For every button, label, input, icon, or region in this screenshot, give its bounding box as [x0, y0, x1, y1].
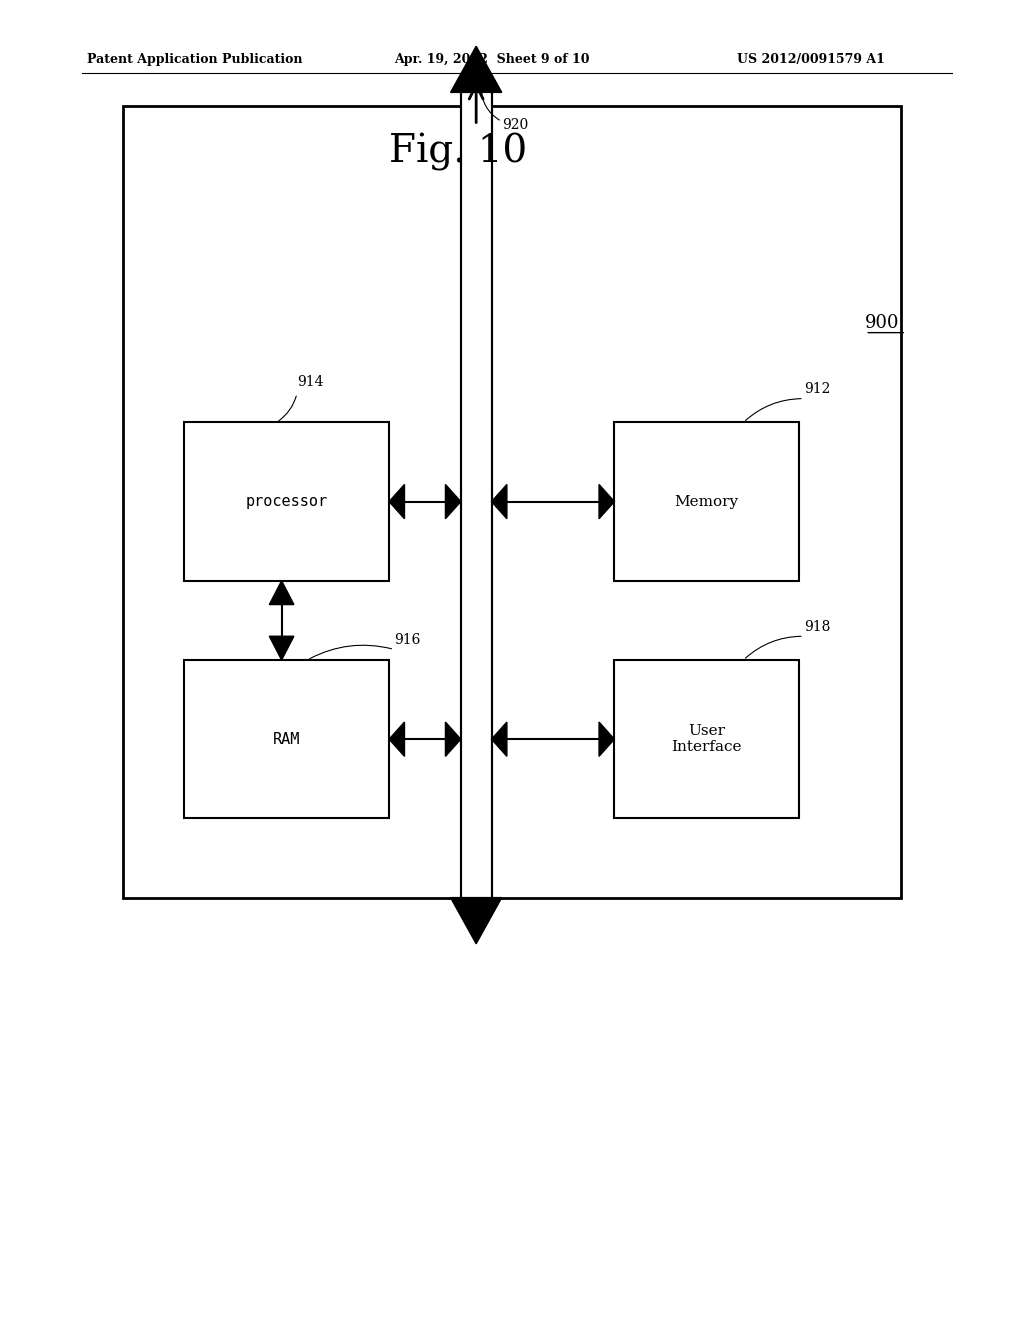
Text: User
Interface: User Interface [672, 725, 741, 754]
Polygon shape [599, 484, 614, 519]
Polygon shape [269, 581, 294, 605]
FancyBboxPatch shape [463, 92, 489, 898]
Polygon shape [269, 636, 294, 660]
FancyBboxPatch shape [614, 422, 799, 581]
Text: Fig. 10: Fig. 10 [389, 133, 527, 170]
Text: 916: 916 [394, 632, 421, 647]
FancyBboxPatch shape [461, 92, 492, 898]
Text: 912: 912 [804, 381, 830, 396]
Polygon shape [599, 722, 614, 756]
Polygon shape [492, 484, 507, 519]
FancyBboxPatch shape [123, 106, 901, 898]
Polygon shape [451, 46, 502, 92]
Text: Memory: Memory [675, 495, 738, 508]
Text: 900: 900 [865, 314, 900, 333]
Text: 920: 920 [502, 117, 528, 132]
Polygon shape [445, 722, 461, 756]
Text: 914: 914 [297, 375, 324, 389]
Polygon shape [445, 484, 461, 519]
Text: Patent Application Publication: Patent Application Publication [87, 53, 302, 66]
Text: US 2012/0091579 A1: US 2012/0091579 A1 [737, 53, 885, 66]
Text: processor: processor [246, 494, 328, 510]
Polygon shape [389, 722, 404, 756]
FancyBboxPatch shape [184, 422, 389, 581]
FancyBboxPatch shape [614, 660, 799, 818]
FancyBboxPatch shape [184, 660, 389, 818]
Text: 918: 918 [804, 619, 830, 634]
Polygon shape [492, 722, 507, 756]
Text: Apr. 19, 2012  Sheet 9 of 10: Apr. 19, 2012 Sheet 9 of 10 [394, 53, 590, 66]
Polygon shape [389, 484, 404, 519]
Text: RAM: RAM [273, 731, 300, 747]
Polygon shape [451, 898, 502, 944]
